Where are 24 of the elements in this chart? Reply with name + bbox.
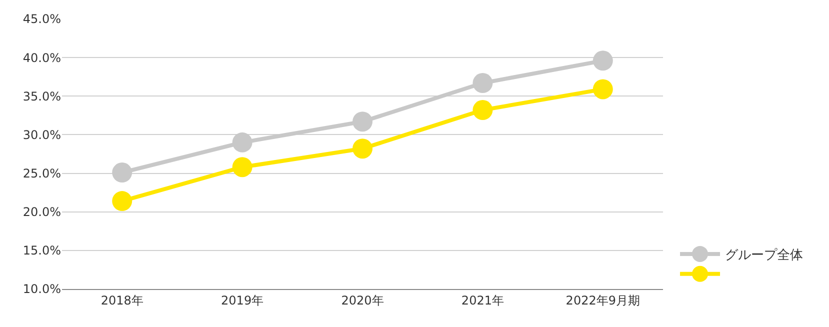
- point: [472, 100, 493, 120]
- y-tick-label: 35.0%: [22, 89, 61, 104]
- point: [592, 79, 613, 100]
- point: [592, 50, 613, 71]
- y-tick-label: 45.0%: [22, 12, 61, 26]
- y-tick-label: 10.0%: [22, 282, 61, 296]
- y-tick-label: 40.0%: [22, 50, 61, 65]
- y-tick-label: 30.0%: [22, 128, 61, 142]
- point: [472, 73, 493, 94]
- point: [232, 157, 252, 178]
- legend-label: グループ全体: [725, 248, 804, 264]
- y-tick-label: 15.0%: [22, 244, 61, 258]
- x-tick-label: 2022年9月期: [566, 293, 640, 308]
- y-tick-label: 20.0%: [22, 205, 61, 220]
- point: [112, 162, 132, 182]
- x-tick-label: 2019年: [221, 293, 264, 308]
- y-tick-label: 25.0%: [22, 166, 61, 180]
- point: [352, 138, 372, 159]
- point: [112, 191, 132, 212]
- x-tick-label: 2020年: [341, 293, 384, 308]
- x-tick-label: 2021年: [461, 293, 504, 308]
- x-tick-label: 2018年: [100, 293, 144, 308]
- point: [352, 112, 372, 132]
- point: [232, 132, 252, 152]
